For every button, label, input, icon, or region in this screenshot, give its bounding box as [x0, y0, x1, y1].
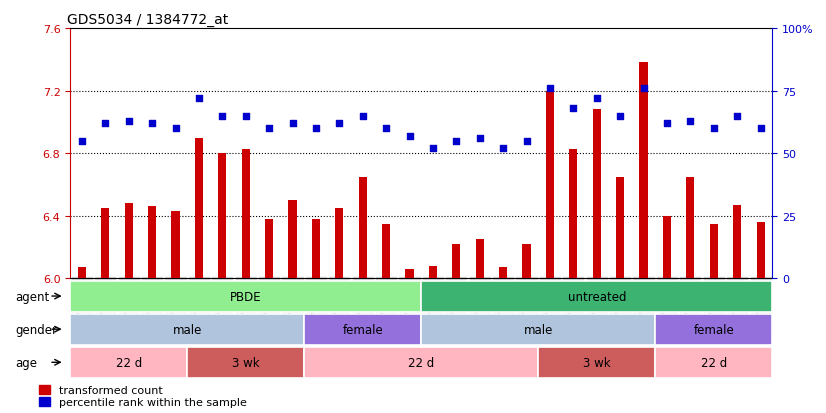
Point	[99, 121, 112, 127]
Bar	[265, 219, 273, 279]
Text: male: male	[173, 323, 202, 336]
Point	[496, 145, 510, 152]
Text: male: male	[524, 323, 553, 336]
Bar	[710, 224, 718, 279]
Point	[240, 113, 253, 120]
Text: 22 d: 22 d	[700, 356, 727, 369]
Bar	[429, 266, 437, 279]
Point	[426, 145, 439, 152]
Point	[403, 133, 416, 140]
Bar	[70, 314, 304, 345]
Bar	[406, 269, 414, 279]
Bar	[663, 216, 671, 279]
Bar	[639, 63, 648, 279]
Point	[707, 126, 720, 132]
Point	[450, 138, 463, 145]
Bar	[125, 204, 133, 279]
Bar	[188, 347, 304, 378]
Point	[637, 85, 650, 92]
Point	[192, 95, 206, 102]
Text: age: age	[16, 356, 37, 369]
Point	[286, 121, 299, 127]
Bar	[195, 138, 203, 279]
Bar	[686, 177, 695, 279]
Bar	[242, 149, 249, 279]
Bar	[172, 211, 179, 279]
Bar	[421, 281, 772, 312]
Point	[544, 85, 557, 92]
Point	[567, 106, 580, 112]
Text: female: female	[693, 323, 734, 336]
Bar	[569, 149, 577, 279]
Point	[591, 95, 604, 102]
Text: female: female	[342, 323, 383, 336]
Bar	[476, 240, 484, 279]
Bar	[70, 281, 421, 312]
Bar	[335, 209, 344, 279]
Point	[310, 126, 323, 132]
Text: 3 wk: 3 wk	[232, 356, 259, 369]
Point	[216, 113, 229, 120]
Bar	[421, 314, 655, 345]
Text: gender: gender	[16, 323, 58, 336]
Bar	[382, 224, 390, 279]
Point	[145, 121, 159, 127]
Bar	[523, 244, 530, 279]
Point	[263, 126, 276, 132]
Text: PBDE: PBDE	[230, 290, 262, 303]
Bar	[70, 347, 188, 378]
Bar	[312, 219, 320, 279]
Point	[661, 121, 674, 127]
Text: untreated: untreated	[567, 290, 626, 303]
Point	[380, 126, 393, 132]
Point	[75, 138, 88, 145]
Bar	[358, 177, 367, 279]
Bar	[593, 110, 601, 279]
Point	[473, 135, 487, 142]
Bar	[288, 201, 297, 279]
Bar	[453, 244, 460, 279]
Bar	[304, 314, 421, 345]
Point	[614, 113, 627, 120]
Point	[356, 113, 369, 120]
Bar	[655, 314, 772, 345]
Bar	[616, 177, 624, 279]
Point	[520, 138, 534, 145]
Bar	[539, 347, 655, 378]
Bar	[655, 347, 772, 378]
Bar	[546, 91, 554, 279]
Point	[169, 126, 183, 132]
Text: 22 d: 22 d	[408, 356, 434, 369]
Bar	[148, 207, 156, 279]
Bar	[733, 205, 741, 279]
Point	[333, 121, 346, 127]
Point	[731, 113, 744, 120]
Point	[684, 118, 697, 125]
Bar	[218, 154, 226, 279]
Point	[122, 118, 135, 125]
Bar	[78, 268, 86, 279]
Bar	[304, 347, 539, 378]
Text: 22 d: 22 d	[116, 356, 142, 369]
Bar	[102, 209, 109, 279]
Bar	[757, 223, 765, 279]
Bar	[499, 268, 507, 279]
Text: agent: agent	[16, 290, 50, 303]
Legend: transformed count, percentile rank within the sample: transformed count, percentile rank withi…	[39, 385, 246, 408]
Text: GDS5034 / 1384772_at: GDS5034 / 1384772_at	[67, 12, 228, 26]
Text: 3 wk: 3 wk	[583, 356, 610, 369]
Point	[754, 126, 767, 132]
